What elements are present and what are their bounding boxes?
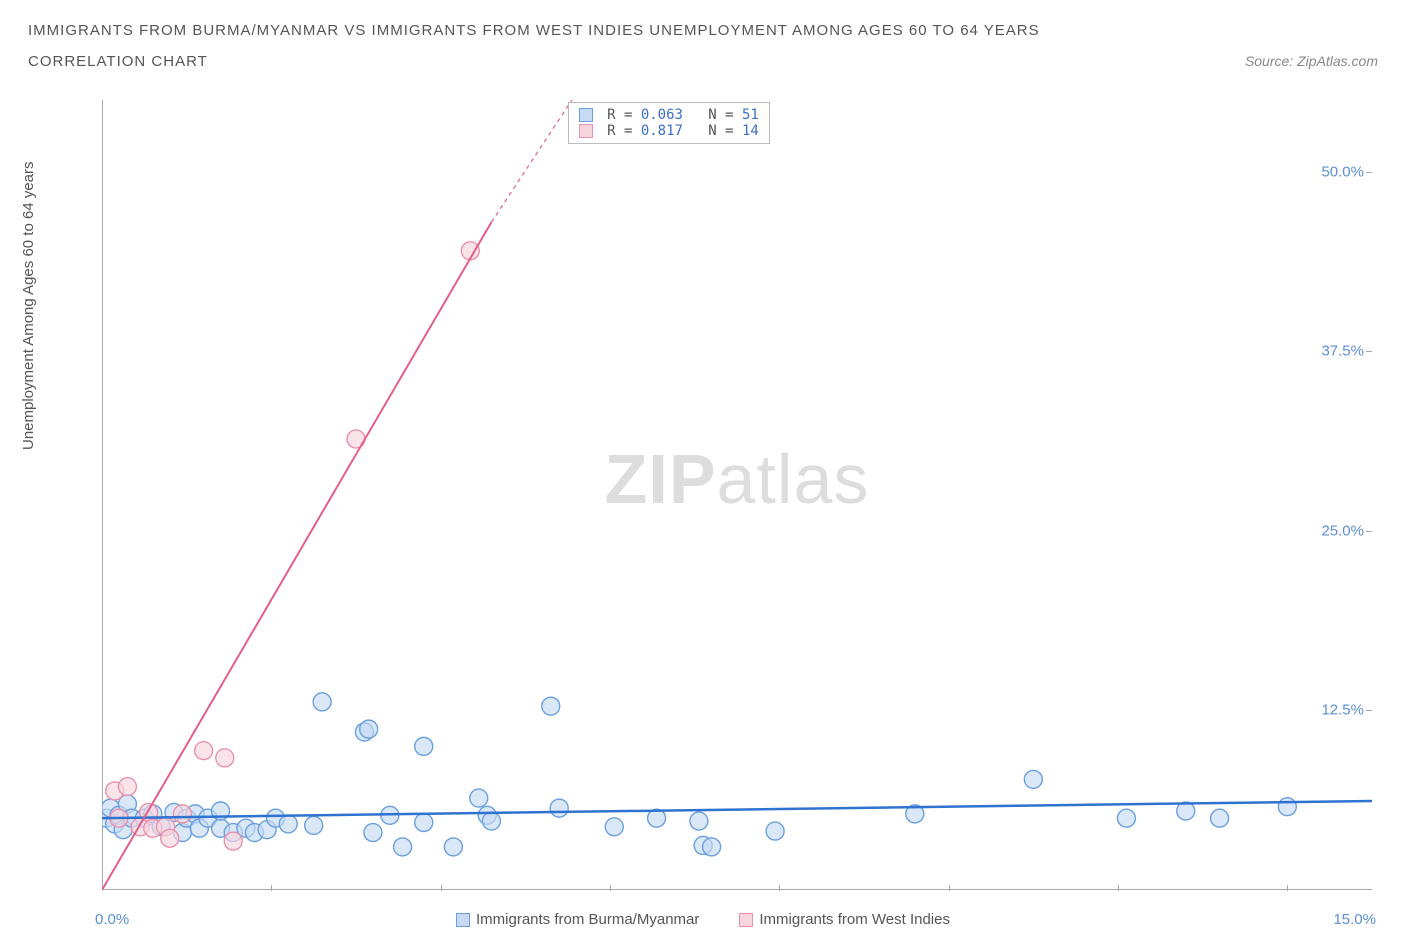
bottom-legend: Immigrants from Burma/Myanmar Immigrants… [0, 911, 1406, 928]
stats-row: R = 0.063 N = 51 [579, 107, 759, 123]
stats-swatch [579, 124, 593, 138]
y-tick-mark [1366, 351, 1372, 352]
chart-subtitle: CORRELATION CHART [28, 53, 208, 70]
legend-label-burma: Immigrants from Burma/Myanmar [476, 911, 699, 928]
legend-label-westindies: Immigrants from West Indies [759, 911, 950, 928]
legend-item-westindies: Immigrants from West Indies [739, 911, 950, 928]
x-tick-mark [949, 885, 950, 891]
x-tick-mark [1287, 885, 1288, 891]
y-tick-label: 37.5% [1321, 343, 1364, 360]
source-label: Source: ZipAtlas.com [1245, 53, 1378, 69]
x-tick-mark [271, 885, 272, 891]
subtitle-row: CORRELATION CHART Source: ZipAtlas.com [28, 53, 1378, 70]
chart-title: IMMIGRANTS FROM BURMA/MYANMAR VS IMMIGRA… [28, 22, 1378, 39]
y-tick-mark [1366, 172, 1372, 173]
y-tick-mark [1366, 710, 1372, 711]
plot-region: ZIPatlas 12.5%25.0%37.5%50.0% R = 0.063 … [102, 100, 1372, 890]
chart-header: IMMIGRANTS FROM BURMA/MYANMAR VS IMMIGRA… [0, 0, 1406, 80]
stats-box: R = 0.063 N = 51 R = 0.817 N = 14 [568, 102, 770, 144]
scatter-svg [102, 100, 1372, 890]
stats-swatch [579, 108, 593, 122]
chart-area: ZIPatlas 12.5%25.0%37.5%50.0% R = 0.063 … [70, 100, 1380, 890]
x-tick-mark [610, 885, 611, 891]
x-tick-mark [779, 885, 780, 891]
y-tick-label: 12.5% [1321, 702, 1364, 719]
x-tick-mark [1118, 885, 1119, 891]
y-tick-mark [1366, 531, 1372, 532]
stats-row: R = 0.817 N = 14 [579, 123, 759, 139]
x-tick-mark [441, 885, 442, 891]
legend-swatch-burma [456, 913, 470, 927]
y-axis-label: Unemployment Among Ages 60 to 64 years [20, 161, 37, 450]
legend-item-burma: Immigrants from Burma/Myanmar [456, 911, 699, 928]
legend-swatch-westindies [739, 913, 753, 927]
y-tick-label: 50.0% [1321, 163, 1364, 180]
y-tick-label: 25.0% [1321, 522, 1364, 539]
